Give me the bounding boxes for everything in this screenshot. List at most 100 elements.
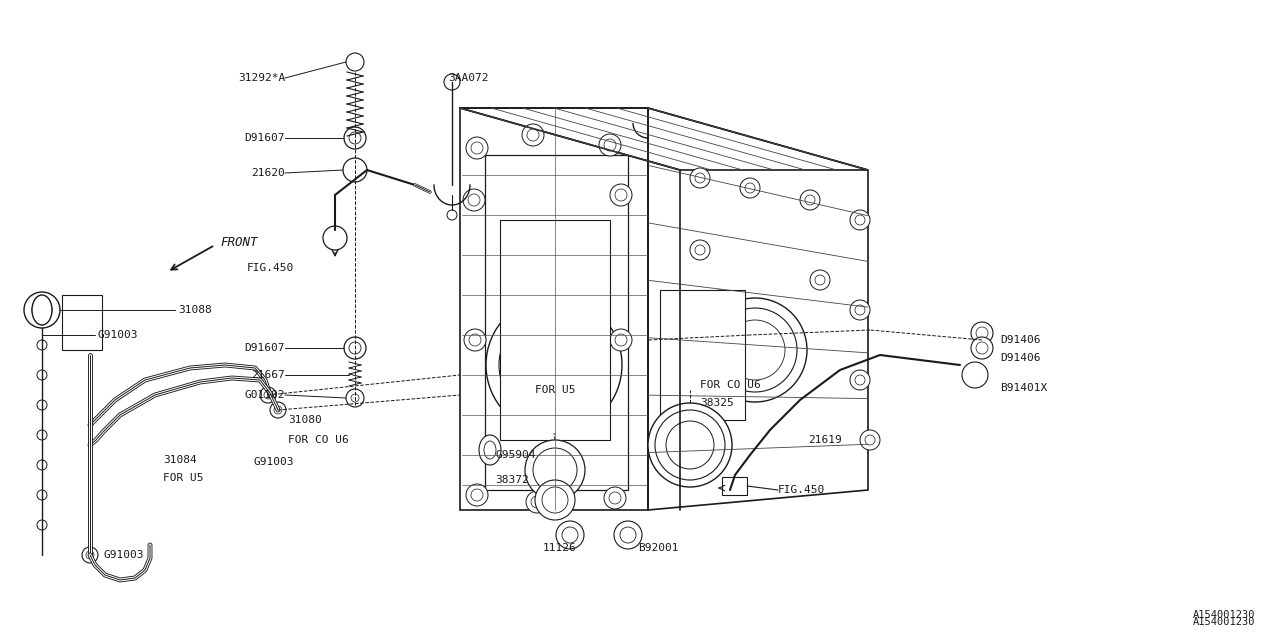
Text: A154001230: A154001230 [1193,610,1254,620]
Circle shape [346,389,364,407]
Circle shape [713,308,797,392]
Text: 21667: 21667 [251,370,285,380]
Text: FRONT: FRONT [220,236,257,248]
Circle shape [468,334,481,346]
Circle shape [24,292,60,328]
Circle shape [86,551,93,559]
Text: 21620: 21620 [251,168,285,178]
Bar [722,477,748,495]
Circle shape [32,300,52,320]
Circle shape [695,173,705,183]
Bar [61,295,102,350]
Circle shape [260,387,276,403]
Circle shape [346,53,364,71]
Circle shape [349,342,361,354]
Circle shape [977,327,988,339]
Circle shape [532,448,577,492]
Text: G91003: G91003 [99,330,138,340]
Circle shape [37,520,47,530]
Text: D91607: D91607 [244,343,285,353]
Circle shape [850,210,870,230]
Text: G91003: G91003 [102,550,143,560]
Circle shape [716,295,724,305]
Circle shape [37,460,47,470]
Circle shape [82,547,99,563]
Circle shape [535,480,575,520]
Circle shape [963,362,988,388]
Ellipse shape [32,295,52,325]
Circle shape [972,322,993,344]
Circle shape [541,487,568,513]
Text: FOR CO U6: FOR CO U6 [700,380,760,390]
Text: 31292*A: 31292*A [238,73,285,83]
Circle shape [614,521,643,549]
Circle shape [471,489,483,501]
Ellipse shape [484,441,497,459]
Circle shape [740,178,760,198]
Text: G95904: G95904 [495,450,535,460]
Circle shape [463,189,485,211]
Text: 21619: 21619 [808,435,842,445]
Circle shape [599,134,621,156]
Text: FOR U5: FOR U5 [163,473,204,483]
Bar [660,290,745,420]
Circle shape [855,305,865,315]
Circle shape [609,492,621,504]
Text: 11126: 11126 [543,543,577,553]
Circle shape [351,394,358,402]
Circle shape [690,168,710,188]
Circle shape [611,184,632,206]
Circle shape [466,484,488,506]
Circle shape [444,74,460,90]
Circle shape [525,440,585,500]
Circle shape [972,337,993,359]
Circle shape [604,487,626,509]
Text: FOR U5: FOR U5 [535,385,576,395]
Circle shape [349,132,361,144]
Text: B91401X: B91401X [1000,383,1047,393]
Text: 31080: 31080 [288,415,321,425]
Circle shape [516,327,591,403]
Circle shape [264,391,273,399]
Circle shape [805,195,815,205]
Circle shape [850,370,870,390]
Circle shape [865,435,876,445]
Circle shape [815,275,826,285]
Circle shape [499,310,609,420]
Circle shape [695,245,705,255]
Circle shape [666,421,714,469]
Text: FIG.450: FIG.450 [246,263,293,273]
Circle shape [710,290,730,310]
Circle shape [604,139,616,151]
Bar [485,155,628,490]
Circle shape [556,521,584,549]
Circle shape [37,490,47,500]
Text: G01102: G01102 [244,390,285,400]
Circle shape [800,190,820,210]
Circle shape [274,406,282,414]
Circle shape [810,270,829,290]
Circle shape [37,340,47,350]
Circle shape [977,342,988,354]
Circle shape [344,337,366,359]
Circle shape [37,430,47,440]
Circle shape [486,297,622,433]
Circle shape [323,226,347,250]
Circle shape [745,183,755,193]
Circle shape [562,527,579,543]
Text: B92001: B92001 [637,543,678,553]
Circle shape [690,240,710,260]
Text: 3AA072: 3AA072 [448,73,489,83]
Circle shape [468,194,480,206]
Text: D91406: D91406 [1000,335,1041,345]
Text: D91607: D91607 [244,133,285,143]
Circle shape [471,142,483,154]
Text: 31088: 31088 [178,305,211,315]
Circle shape [270,402,285,418]
Circle shape [466,137,488,159]
Text: 38325: 38325 [700,398,733,408]
Circle shape [860,430,881,450]
Circle shape [855,375,865,385]
Circle shape [465,329,486,351]
Text: FOR CO U6: FOR CO U6 [288,435,348,445]
